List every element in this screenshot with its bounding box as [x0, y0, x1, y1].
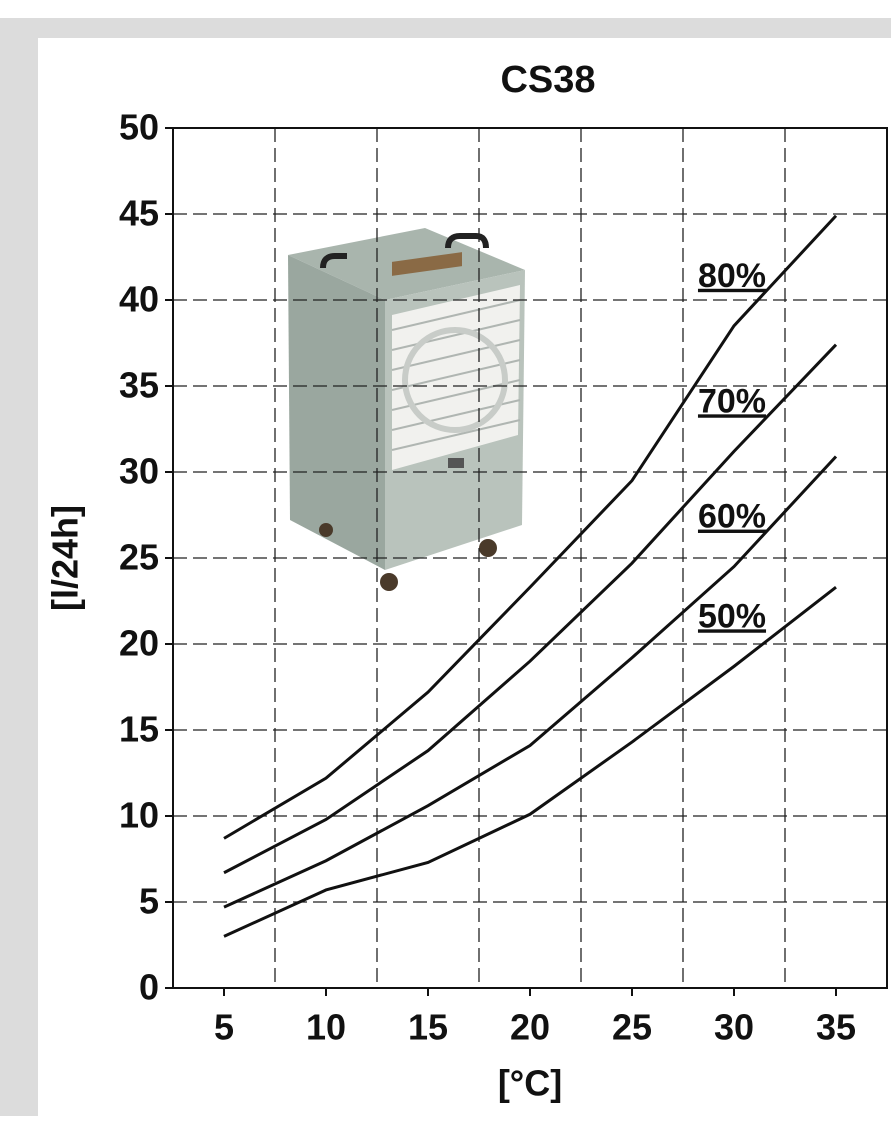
y-tick-label: 45	[119, 193, 159, 234]
y-tick-label: 25	[119, 537, 159, 578]
y-tick-label: 20	[119, 623, 159, 664]
y-tick-label: 30	[119, 451, 159, 492]
chart: CS38 [l/24h] [°C] 0 5 10 15 20 25 30 35 40 45 50 5 1…	[0, 0, 891, 1116]
x-axis-label: [°C]	[498, 1063, 562, 1104]
x-tick-label: 20	[510, 1007, 550, 1048]
x-tick-label: 10	[306, 1007, 346, 1048]
x-tick-label: 30	[714, 1007, 754, 1048]
series-label: 80%	[698, 257, 766, 295]
x-tick-label: 35	[816, 1007, 856, 1048]
x-tick-label: 15	[408, 1007, 448, 1048]
y-tick-label: 5	[139, 881, 159, 922]
x-tick-label: 5	[214, 1007, 234, 1048]
y-tick-label: 35	[119, 365, 159, 406]
series-label: 60%	[698, 498, 766, 536]
chart-title: CS38	[500, 59, 595, 101]
y-tick-label: 0	[139, 967, 159, 1008]
series-label: 50%	[698, 597, 766, 635]
x-tick-label: 25	[612, 1007, 652, 1048]
y-tick-label: 50	[119, 107, 159, 148]
y-tick-label: 10	[119, 795, 159, 836]
y-tick-label: 40	[119, 279, 159, 320]
series-label: 70%	[698, 382, 766, 420]
y-tick-label: 15	[119, 709, 159, 750]
panel	[38, 38, 891, 1116]
y-axis-label: [l/24h]	[45, 505, 86, 611]
